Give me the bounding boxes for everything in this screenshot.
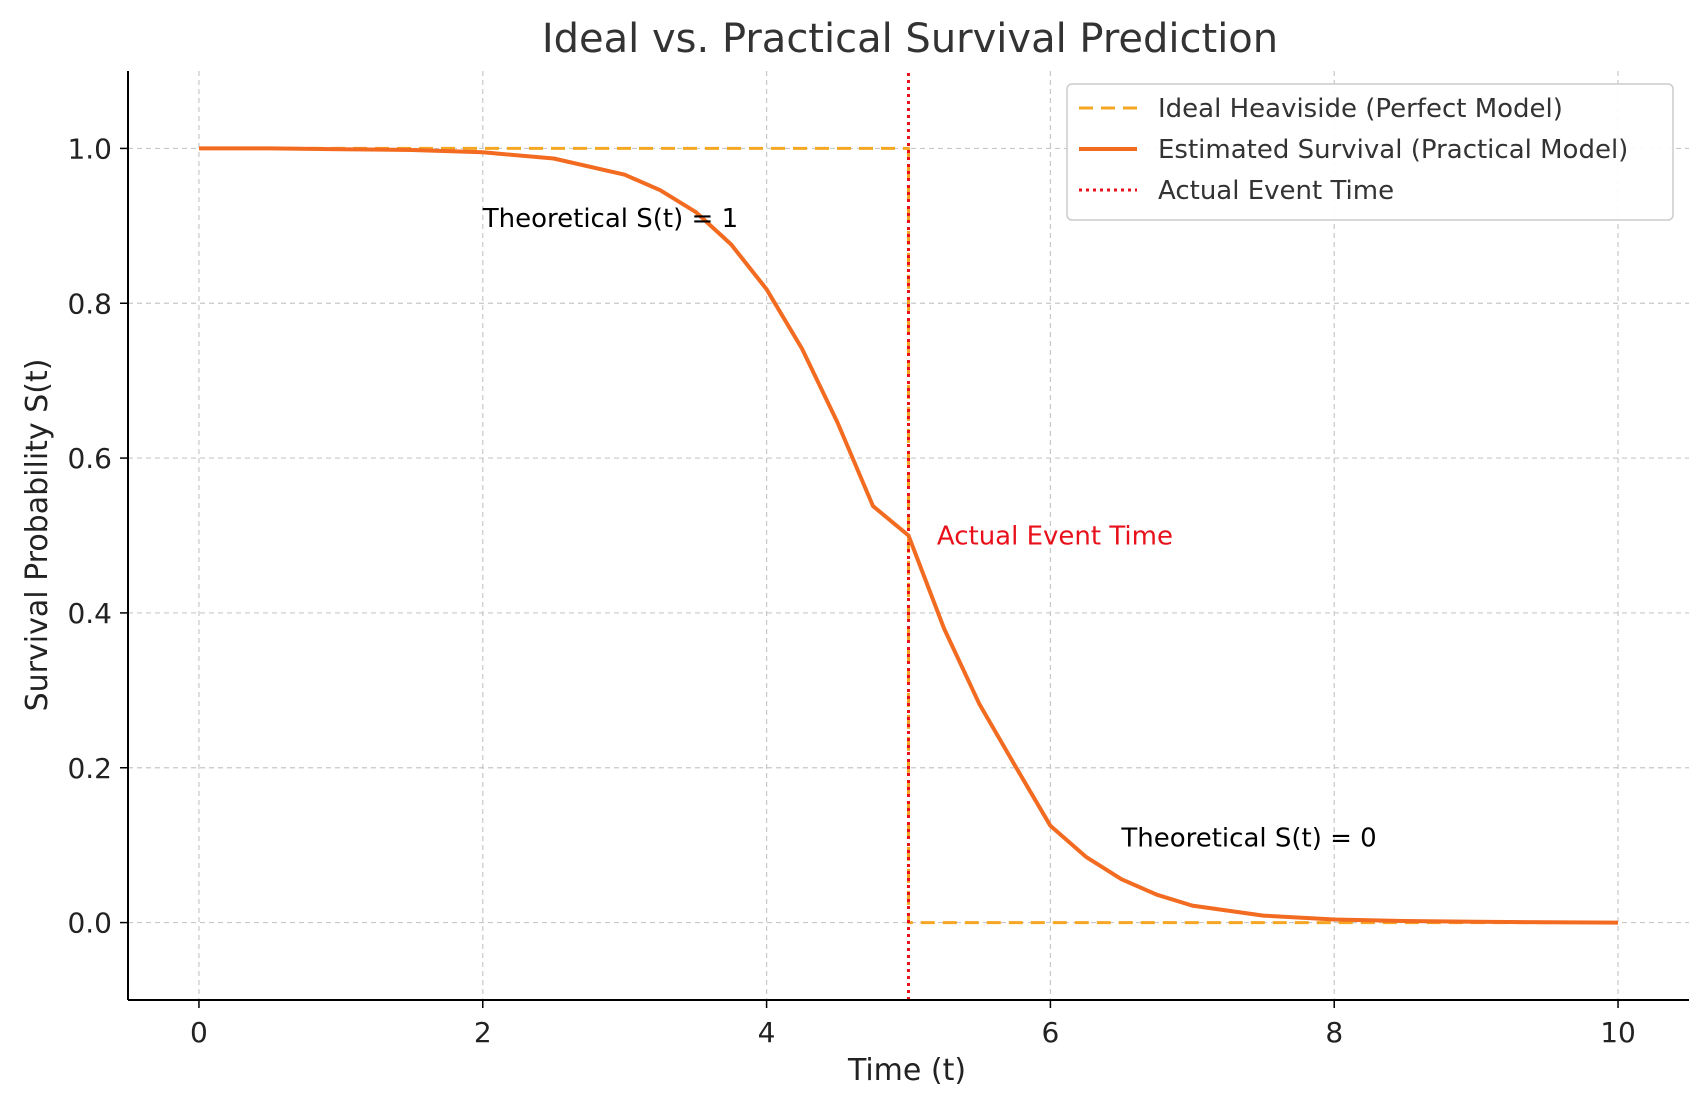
plot-series	[199, 71, 1619, 1000]
ticks: 0 2 4 6 8 10 0.0 0.2 0.4 0.6 0.8 1.0	[67, 132, 1635, 1049]
series-line-1	[199, 146, 1619, 925]
x-tick-label: 6	[1041, 1016, 1059, 1049]
annotation-2: Theoretical S(t) = 0	[1120, 823, 1376, 853]
y-tick-label: 0.0	[67, 907, 112, 940]
y-tick-label: 0.2	[67, 752, 112, 785]
annotation-0: Theoretical S(t) = 1	[482, 204, 738, 234]
x-tick-label: 2	[474, 1016, 492, 1049]
axes	[127, 71, 1689, 1001]
x-tick-label: 4	[758, 1016, 776, 1049]
annotation-1: Actual Event Time	[937, 522, 1173, 552]
series-line-0	[199, 146, 1618, 925]
legend: Ideal Heaviside (Perfect Model) Estimated…	[1066, 83, 1674, 221]
legend-label-1: Estimated Survival (Practical Model)	[1158, 135, 1628, 165]
annotations: Theoretical S(t) = 1 Actual Event Time The…	[482, 204, 1377, 853]
x-tick-label: 8	[1325, 1016, 1343, 1049]
y-tick-label: 0.8	[67, 287, 112, 320]
y-tick-label: 0.6	[67, 442, 112, 475]
y-tick-label: 0.4	[67, 597, 112, 630]
chart-title: Ideal vs. Practical Survival Prediction	[542, 16, 1278, 62]
legend-label-0: Ideal Heaviside (Perfect Model)	[1158, 94, 1563, 124]
y-axis-label: Survival Probability S(t)	[20, 359, 55, 712]
x-tick-label: 10	[1600, 1016, 1636, 1049]
legend-box	[1066, 83, 1674, 221]
x-tick-label: 0	[190, 1016, 208, 1049]
y-tick-label: 1.0	[67, 132, 112, 165]
x-axis-label: Time (t)	[847, 1053, 966, 1088]
legend-label-2: Actual Event Time	[1158, 176, 1394, 206]
